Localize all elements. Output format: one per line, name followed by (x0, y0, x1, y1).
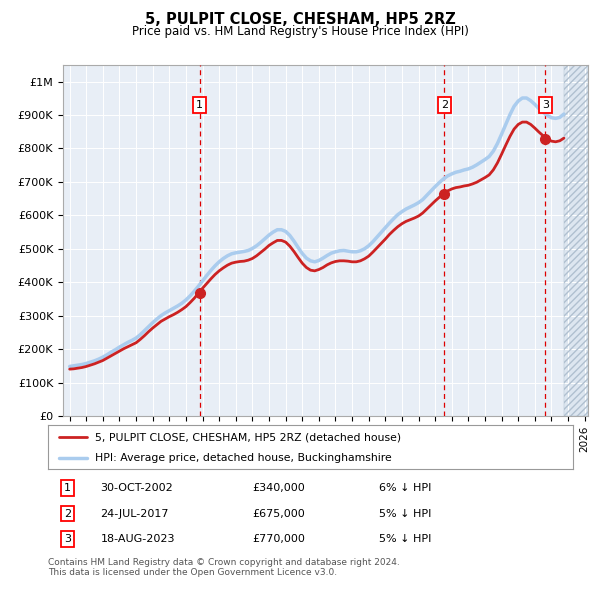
Text: HPI: Average price, detached house, Buckinghamshire: HPI: Average price, detached house, Buck… (95, 453, 392, 463)
Text: 6% ↓ HPI: 6% ↓ HPI (379, 483, 431, 493)
Text: Price paid vs. HM Land Registry's House Price Index (HPI): Price paid vs. HM Land Registry's House … (131, 25, 469, 38)
Text: 30-OCT-2002: 30-OCT-2002 (101, 483, 173, 493)
Text: 3: 3 (64, 534, 71, 544)
Text: £770,000: £770,000 (253, 534, 305, 544)
Bar (564, 65, 588, 416)
Text: 5% ↓ HPI: 5% ↓ HPI (379, 509, 431, 519)
Text: 1: 1 (196, 100, 203, 110)
Text: 5, PULPIT CLOSE, CHESHAM, HP5 2RZ: 5, PULPIT CLOSE, CHESHAM, HP5 2RZ (145, 12, 455, 27)
Text: £340,000: £340,000 (253, 483, 305, 493)
Text: £675,000: £675,000 (253, 509, 305, 519)
Text: 3: 3 (542, 100, 549, 110)
Text: 24-JUL-2017: 24-JUL-2017 (101, 509, 169, 519)
Text: Contains HM Land Registry data © Crown copyright and database right 2024.
This d: Contains HM Land Registry data © Crown c… (48, 558, 400, 577)
Text: 2: 2 (441, 100, 448, 110)
Text: 18-AUG-2023: 18-AUG-2023 (101, 534, 175, 544)
Text: 2: 2 (64, 509, 71, 519)
Text: 5, PULPIT CLOSE, CHESHAM, HP5 2RZ (detached house): 5, PULPIT CLOSE, CHESHAM, HP5 2RZ (detac… (95, 432, 401, 442)
Text: 5% ↓ HPI: 5% ↓ HPI (379, 534, 431, 544)
Bar (564, 65, 588, 416)
Text: 1: 1 (64, 483, 71, 493)
